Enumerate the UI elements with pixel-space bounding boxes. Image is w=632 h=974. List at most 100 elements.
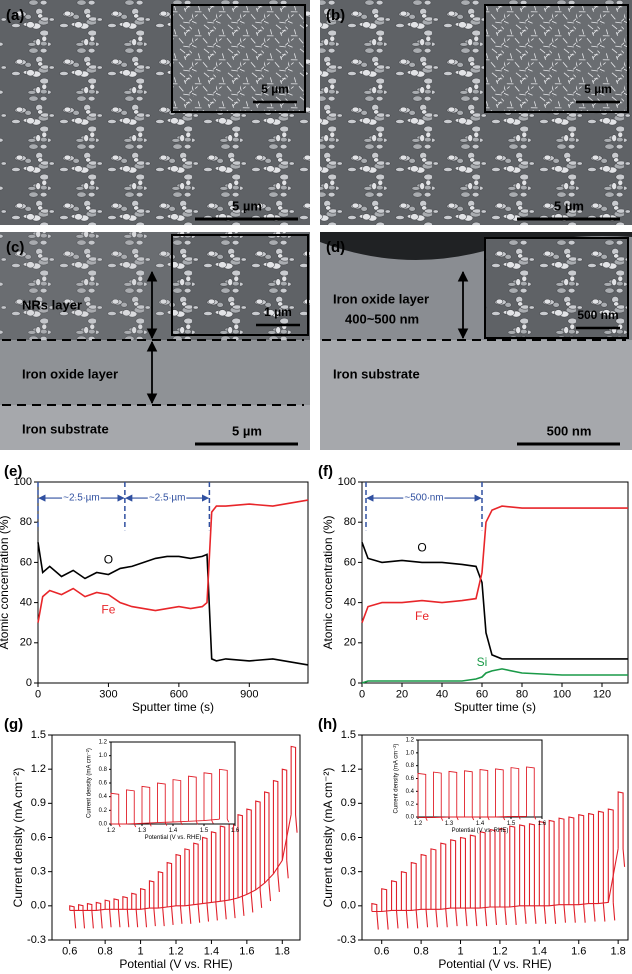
x-tick-label: 0.6 <box>374 946 389 958</box>
x-tick-label: 0.6 <box>62 946 77 958</box>
x-tick-label: 1 <box>138 946 144 958</box>
y-tick-label: 0.4 <box>406 789 415 795</box>
y-axis-label: Current density (mA cm⁻²) <box>394 744 400 814</box>
x-tick-label: 1.4 <box>204 946 219 958</box>
inset-scale-label: 1 µm <box>264 305 292 319</box>
x-tick-label: 1.4 <box>476 821 485 827</box>
y-axis-label: Atomic concentration (%) <box>0 515 11 649</box>
x-tick-label: 1.2 <box>107 828 116 834</box>
x-tick-label: 0.8 <box>413 946 428 958</box>
x-tick-label: 300 <box>99 689 117 701</box>
y-tick-label: 0 <box>26 677 32 689</box>
light-on-pulse <box>450 839 458 927</box>
light-on-pulse <box>489 828 498 926</box>
light-on-pulse <box>281 768 289 879</box>
light-on-pulse <box>264 791 272 902</box>
light-on-pulse <box>459 836 468 927</box>
light-on-pulse <box>78 904 86 929</box>
light-on-pulse <box>166 861 174 926</box>
light-on-pulse <box>430 848 438 928</box>
light-on-pulse <box>479 831 488 927</box>
y-tick-label: 1.2 <box>341 763 356 775</box>
inset-image <box>171 234 309 336</box>
panel-label: (b) <box>326 7 345 24</box>
image-annotation: 400~500 nm <box>345 311 419 326</box>
y-tick-label: 1.5 <box>341 729 356 741</box>
scale-label: 5 µm <box>232 423 262 438</box>
y-tick-label: 0.3 <box>31 866 46 878</box>
scale-label: 5 µm <box>232 198 262 213</box>
x-tick-label: 120 <box>593 689 611 701</box>
light-on-pulse <box>148 880 156 927</box>
span-label: ~500 nm <box>404 493 443 504</box>
light-on-pulse <box>448 770 459 821</box>
light-on-pulse <box>86 902 94 929</box>
x-tick-label: 1 <box>457 946 463 958</box>
light-on-pulse <box>526 766 537 820</box>
x-tick-label: 1.8 <box>610 946 625 958</box>
plot-frame <box>361 481 629 684</box>
image-annotation: Iron oxide layer <box>22 366 118 381</box>
x-tick-label: 0 <box>35 689 41 701</box>
y-tick-label: 1.2 <box>31 763 46 775</box>
light-on-pulse <box>246 808 254 913</box>
y-tick-label: 1.0 <box>406 750 415 756</box>
x-tick-label: 1.6 <box>571 946 586 958</box>
y-tick-label: 100 <box>14 476 32 488</box>
y-tick-label: 40 <box>20 597 32 609</box>
y-tick-label: 1.5 <box>31 729 46 741</box>
panel-label: (a) <box>6 7 24 24</box>
light-on-pulse <box>126 789 137 828</box>
light-on-pulse <box>381 888 389 930</box>
light-on-pulse <box>210 831 218 921</box>
span-label: ~2.5 µm <box>149 493 186 504</box>
x-tick-label: 1.5 <box>200 828 209 834</box>
light-on-pulse <box>578 814 586 923</box>
inset-image <box>484 237 629 339</box>
y-tick-label: 0.2 <box>406 802 415 808</box>
y-tick-label: 0 <box>350 677 356 689</box>
series-label: Fe <box>415 609 429 623</box>
panel-label: (f) <box>318 463 333 480</box>
light-on-pulse <box>202 836 210 922</box>
light-on-pulse <box>440 842 448 928</box>
x-tick-label: 1.6 <box>538 821 547 827</box>
series-label: Si <box>477 655 488 669</box>
image-annotation: NRs layer <box>22 297 82 312</box>
light-on-pulse <box>95 901 103 929</box>
x-tick-label: 1.4 <box>532 946 547 958</box>
y-tick-label: -0.3 <box>337 934 356 946</box>
light-on-pulse <box>131 892 139 928</box>
series-label: O <box>104 553 113 567</box>
x-tick-label: 1.2 <box>414 821 423 827</box>
light-on-pulse <box>588 812 596 922</box>
y-tick-label: 0.6 <box>406 776 415 782</box>
x-tick-label: 1.6 <box>239 946 254 958</box>
x-tick-label: 20 <box>396 689 408 701</box>
x-tick-label: 60 <box>476 689 488 701</box>
y-tick-label: 0.9 <box>341 797 356 809</box>
y-tick-label: 0.6 <box>341 831 356 843</box>
light-on-pulse <box>193 842 201 923</box>
image-annotation: Iron oxide layer <box>333 291 429 306</box>
y-tick-label: 1.0 <box>99 753 108 759</box>
light-on-pulse <box>519 824 527 924</box>
sem-edge <box>320 232 632 260</box>
x-tick-label: 1.2 <box>168 946 183 958</box>
light-on-pulse <box>255 800 263 908</box>
x-tick-label: 600 <box>170 689 188 701</box>
light-on-pulse <box>391 880 399 929</box>
light-on-pulse <box>510 767 521 820</box>
y-tick-label: 20 <box>344 637 356 649</box>
light-on-pulse <box>509 825 517 926</box>
y-tick-label: 40 <box>344 597 356 609</box>
x-axis-label: Potential (V vs. RHE) <box>119 957 232 971</box>
light-on-pulse <box>371 902 379 930</box>
inset-scale-label: 5 µm <box>261 82 289 96</box>
x-axis-label: Sputter time (s) <box>132 700 214 714</box>
series-line <box>361 505 628 623</box>
light-on-pulse <box>499 827 507 926</box>
light-on-pulse <box>184 848 192 924</box>
y-tick-label: 0.6 <box>31 831 46 843</box>
